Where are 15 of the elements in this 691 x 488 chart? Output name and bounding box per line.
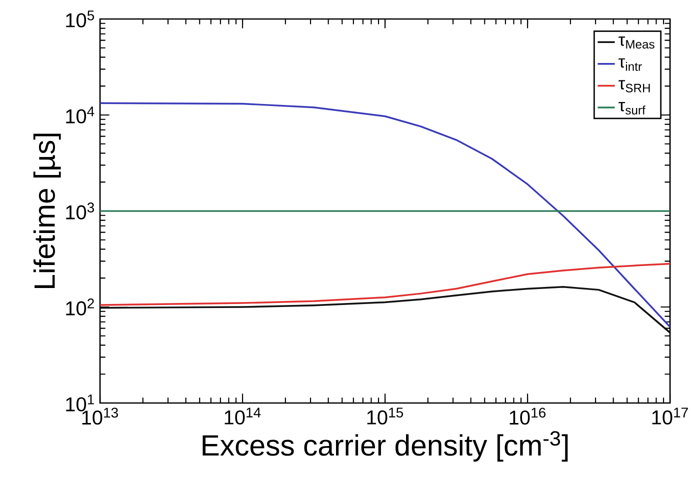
legend-label: τ$_{SRH}$ [618,80,650,92]
y-tick-label: 10$^{1}$ [66,394,94,412]
y-tick-label: 10$^{4}$ [66,106,94,124]
x-tick-label: 10$^{16}$ [510,408,546,425]
x-tick-label: 10$^{14}$ [224,408,261,424]
y-axis-title: Lifetime [µs] [33,134,61,288]
x-axis-title: Excess carrier density [cm$^{-3}$] [202,431,568,462]
y-tick-label: 10$^{5}$ [66,10,94,28]
y-tick-label: 10$^{3}$ [66,202,94,220]
legend-label: τ$_{Meas}$ [618,36,654,49]
legend-label: τ$_{surf}$ [618,102,646,115]
x-tick-label: 10$^{15}$ [367,408,404,424]
legend-label: τ$_{intr}$ [618,58,642,71]
y-tick-label: 10$^{2}$ [66,298,94,316]
x-tick-label: 10$^{17}$ [652,408,688,424]
